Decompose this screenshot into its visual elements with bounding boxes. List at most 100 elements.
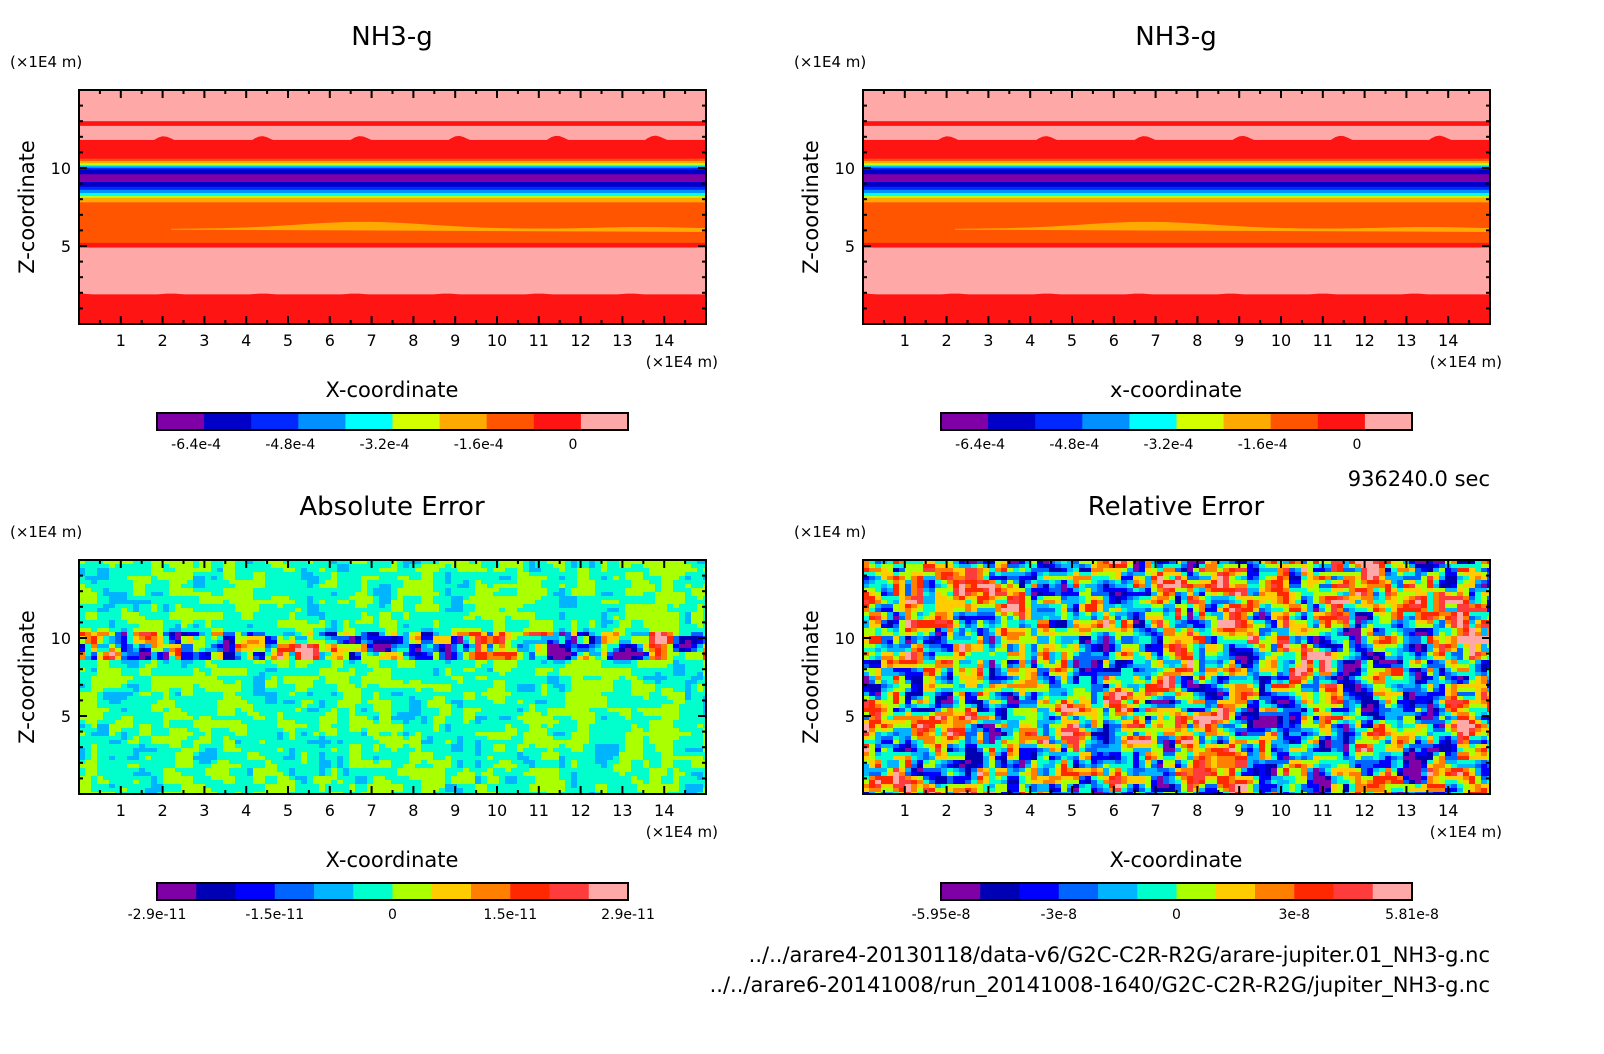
heatmap-cell — [421, 736, 428, 741]
heatmap-cell — [139, 608, 146, 613]
x-tick-label: 7 — [1151, 331, 1161, 350]
colorbar-swatch — [298, 413, 346, 430]
heatmap-cell — [673, 680, 680, 685]
heatmap-cell — [499, 644, 506, 649]
heatmap-cell — [133, 712, 140, 717]
heatmap-cell — [331, 632, 338, 637]
heatmap-cell — [349, 612, 356, 617]
heatmap-cell — [325, 668, 332, 673]
heatmap-cell — [307, 668, 314, 673]
heatmap-cell — [301, 708, 308, 713]
heatmap-cell — [355, 684, 362, 689]
heatmap-cell — [607, 664, 614, 669]
heatmap-cell — [571, 660, 578, 665]
heatmap-cell — [661, 720, 668, 725]
heatmap-cell — [361, 648, 368, 653]
heatmap-cell — [631, 564, 638, 569]
heatmap-cell — [229, 716, 236, 721]
contour-band — [863, 242, 1490, 249]
heatmap-cell — [643, 692, 650, 697]
heatmap-cell — [523, 572, 530, 577]
contour-band — [863, 247, 1490, 295]
heatmap-cell — [463, 644, 470, 649]
heatmap-cell — [463, 680, 470, 685]
panel-2: NH3-g(×1E4 m)Z-coordinatex-coordinate(×1… — [794, 22, 1502, 453]
heatmap-cell — [481, 712, 488, 717]
heatmap-cell — [367, 736, 374, 741]
heatmap-cell — [631, 628, 638, 633]
heatmap-cell — [541, 620, 548, 625]
heatmap-cell — [457, 608, 464, 613]
heatmap-cell — [619, 620, 626, 625]
heatmap-cell — [673, 660, 680, 665]
heatmap-cell — [343, 728, 350, 733]
heatmap-cell — [541, 732, 548, 737]
heatmap-cell — [241, 696, 248, 701]
heatmap-cell — [85, 668, 92, 673]
heatmap-cell — [541, 684, 548, 689]
heatmap-cell — [265, 732, 272, 737]
heatmap-cell — [199, 564, 206, 569]
heatmap-cell — [175, 612, 182, 617]
heatmap-cell — [643, 612, 650, 617]
heatmap-cell — [601, 660, 608, 665]
heatmap-cell — [133, 640, 140, 645]
heatmap-cell — [217, 720, 224, 725]
heatmap-cell — [247, 632, 254, 637]
heatmap-cell — [223, 620, 230, 625]
heatmap-cell — [307, 696, 314, 701]
heatmap-cell — [433, 672, 440, 677]
heatmap-cell — [679, 636, 686, 641]
heatmap-cell — [643, 720, 650, 725]
heatmap-cell — [457, 648, 464, 653]
heatmap-cell — [619, 632, 626, 637]
heatmap-cell — [109, 648, 116, 653]
heatmap-cell — [613, 732, 620, 737]
heatmap-cell — [649, 560, 656, 565]
heatmap-cell — [241, 704, 248, 709]
heatmap-cell — [691, 584, 698, 589]
heatmap-cell — [403, 708, 410, 713]
heatmap-cell — [223, 632, 230, 637]
heatmap-cell — [319, 676, 326, 681]
heatmap-cell — [691, 676, 698, 681]
heatmap-cell — [571, 608, 578, 613]
heatmap-cell — [565, 588, 572, 593]
heatmap-cell — [277, 688, 284, 693]
heatmap-cell — [403, 560, 410, 565]
heatmap-cell — [187, 704, 194, 709]
heatmap-cell — [583, 648, 590, 653]
heatmap-cell — [265, 676, 272, 681]
heatmap-cell — [361, 632, 368, 637]
heatmap-cell — [679, 716, 686, 721]
heatmap-cell — [241, 648, 248, 653]
heatmap-cell — [565, 720, 572, 725]
heatmap-cell — [241, 564, 248, 569]
heatmap-cell — [229, 564, 236, 569]
heatmap-cell — [625, 660, 632, 665]
heatmap-cell — [235, 708, 242, 713]
heatmap-cell — [79, 704, 86, 709]
heatmap-cell — [187, 616, 194, 621]
heatmap-cell — [289, 588, 296, 593]
heatmap-cell — [169, 692, 176, 697]
heatmap-cell — [631, 624, 638, 629]
heatmap-cell — [595, 608, 602, 613]
heatmap-cell — [211, 560, 218, 565]
heatmap-cell — [379, 616, 386, 621]
heatmap-cell — [127, 700, 134, 705]
heatmap-cell — [211, 592, 218, 597]
heatmap-cell — [421, 560, 428, 565]
heatmap-cell — [475, 588, 482, 593]
heatmap-cell — [91, 684, 98, 689]
heatmap-cell — [319, 616, 326, 621]
heatmap-cell — [355, 672, 362, 677]
heatmap-cell — [691, 580, 698, 585]
heatmap-cell — [217, 728, 224, 733]
heatmap-cell — [673, 564, 680, 569]
heatmap-cell — [175, 648, 182, 653]
heatmap-cell — [553, 668, 560, 673]
heatmap-cell — [247, 672, 254, 677]
colorbar-swatch — [1223, 413, 1272, 430]
heatmap-cell — [397, 580, 404, 585]
